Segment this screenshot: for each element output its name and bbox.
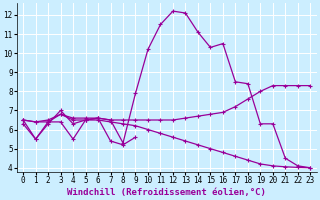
X-axis label: Windchill (Refroidissement éolien,°C): Windchill (Refroidissement éolien,°C)	[67, 188, 266, 197]
